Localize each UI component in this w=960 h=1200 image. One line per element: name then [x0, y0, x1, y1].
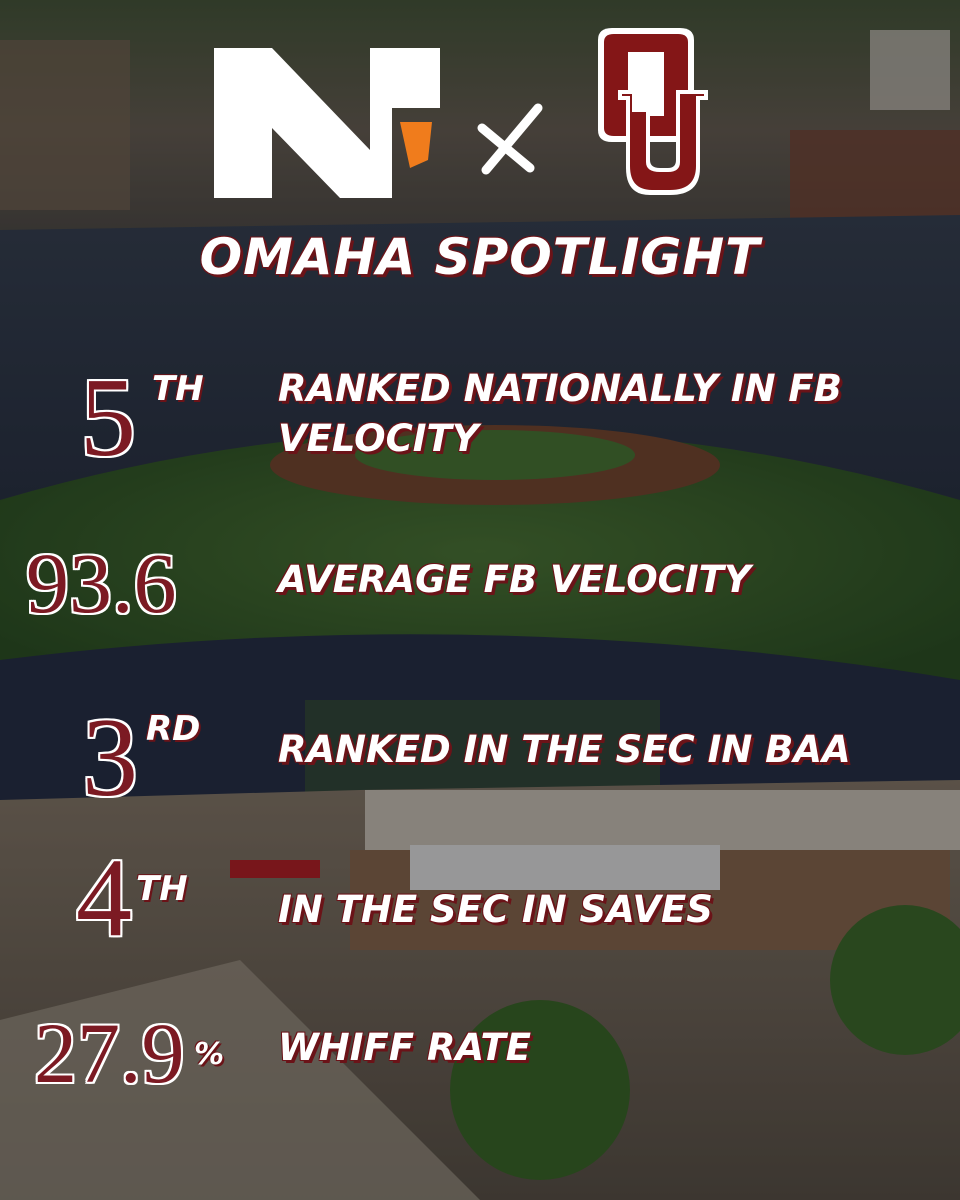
infield-grass — [355, 430, 635, 480]
tree — [830, 905, 960, 1055]
building — [790, 130, 960, 220]
steps — [0, 960, 480, 1200]
stands — [0, 215, 960, 520]
building — [870, 30, 950, 110]
stat-value: 93.6 — [26, 535, 177, 631]
stat-label: WHIFF RATE — [278, 1026, 532, 1069]
stat-suffix: % — [194, 1037, 225, 1072]
stat-label: AVERAGE FB VELOCITY — [278, 558, 751, 601]
title: OMAHA SPOTLIGHT — [199, 228, 761, 286]
banner — [410, 845, 720, 890]
field — [0, 430, 960, 700]
team-logo — [598, 28, 708, 195]
partner-logo — [214, 48, 440, 198]
stat-label: RANKED IN THE SEC IN BAA — [278, 728, 851, 771]
stat-value: 27.9 — [34, 1005, 185, 1101]
sign — [230, 860, 320, 878]
stat-label: RANKED NATIONALLY IN FB VELOCITY — [278, 367, 842, 460]
building — [0, 40, 130, 210]
stat-value: 5 — [80, 356, 136, 480]
stat-label: IN THE SEC IN SAVES — [278, 888, 713, 931]
tree — [450, 1000, 630, 1180]
scoreboard — [305, 700, 660, 800]
roof — [365, 790, 960, 850]
stat-suffix: TH — [136, 869, 188, 909]
stat-suffix: RD — [146, 709, 201, 749]
stat-value: 3 — [82, 696, 138, 820]
x-mark — [477, 103, 543, 175]
stat-value: 4 — [76, 836, 132, 960]
stat-suffix: TH — [152, 369, 204, 409]
